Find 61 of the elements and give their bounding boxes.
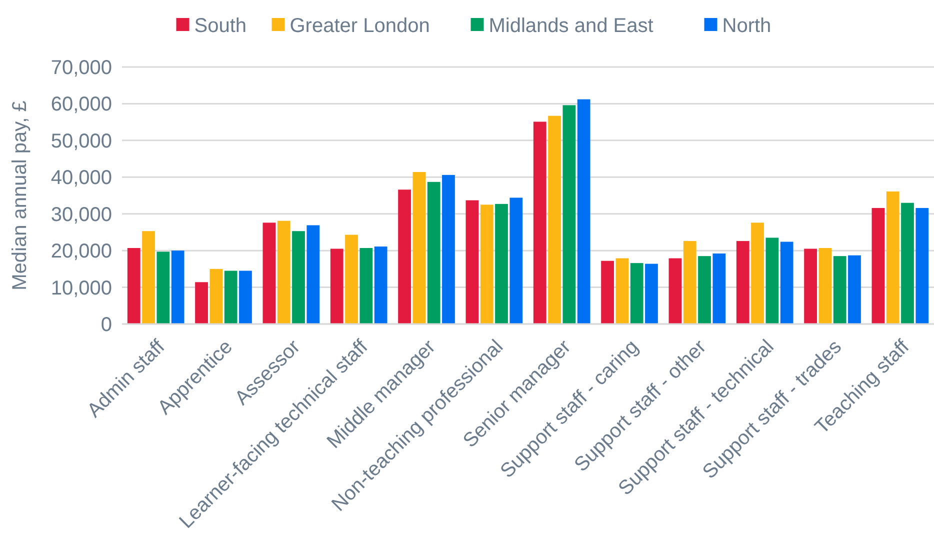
bar: [210, 268, 223, 324]
bar: [510, 198, 523, 324]
bar: [374, 246, 388, 324]
bar: [345, 234, 358, 324]
y-tick-label: 0: [100, 314, 112, 336]
bar: [848, 255, 861, 324]
bar: [683, 241, 696, 324]
bar: [886, 191, 900, 324]
bar: [171, 250, 184, 324]
bar: [306, 225, 320, 324]
bar: [466, 200, 479, 324]
bar: [156, 252, 170, 324]
y-axis-title: Median annual pay, £: [9, 100, 31, 290]
legend-label: North: [722, 15, 772, 37]
y-tick-label: 60,000: [50, 94, 112, 116]
bar: [533, 122, 546, 324]
bar: [751, 222, 764, 324]
legend-label: South: [194, 15, 247, 37]
legend-label: Greater London: [290, 15, 430, 37]
bar: [239, 270, 252, 324]
bar: [412, 172, 426, 324]
bar: [442, 174, 455, 324]
bar: [601, 260, 614, 324]
bar: [872, 208, 885, 324]
bar: [142, 231, 155, 324]
bar: [616, 258, 629, 324]
bar: [277, 220, 290, 324]
bar: [427, 182, 440, 324]
bar: [645, 264, 658, 324]
bar: [901, 202, 914, 324]
bar: [630, 263, 644, 324]
bar: [668, 258, 682, 324]
bar: [262, 222, 276, 324]
bar: [916, 208, 929, 324]
bar: [330, 248, 344, 324]
bar: [804, 248, 817, 324]
y-tick-label: 30,000: [50, 204, 112, 226]
bar: [712, 254, 726, 324]
y-tick-label: 20,000: [50, 240, 112, 263]
bar: [398, 190, 411, 324]
bar: [127, 248, 140, 324]
y-tick-label: 50,000: [50, 130, 112, 152]
bar: [360, 248, 373, 324]
bar: [292, 231, 305, 324]
y-tick-label: 70,000: [50, 57, 112, 79]
bar: [698, 256, 711, 324]
bar: [495, 204, 508, 324]
bar: [833, 256, 846, 324]
y-tick-label: 40,000: [50, 167, 112, 190]
bar: [780, 242, 794, 324]
bar: [766, 238, 779, 324]
bar: [195, 282, 208, 324]
bar: [480, 204, 494, 324]
bar: [224, 270, 238, 324]
legend-label: Midlands and East: [488, 15, 654, 37]
bar: [736, 241, 750, 324]
y-tick-label: 10,000: [50, 277, 112, 300]
bar: [818, 248, 832, 324]
bar: [562, 105, 576, 324]
bar: [548, 116, 561, 324]
bar: [577, 99, 590, 324]
